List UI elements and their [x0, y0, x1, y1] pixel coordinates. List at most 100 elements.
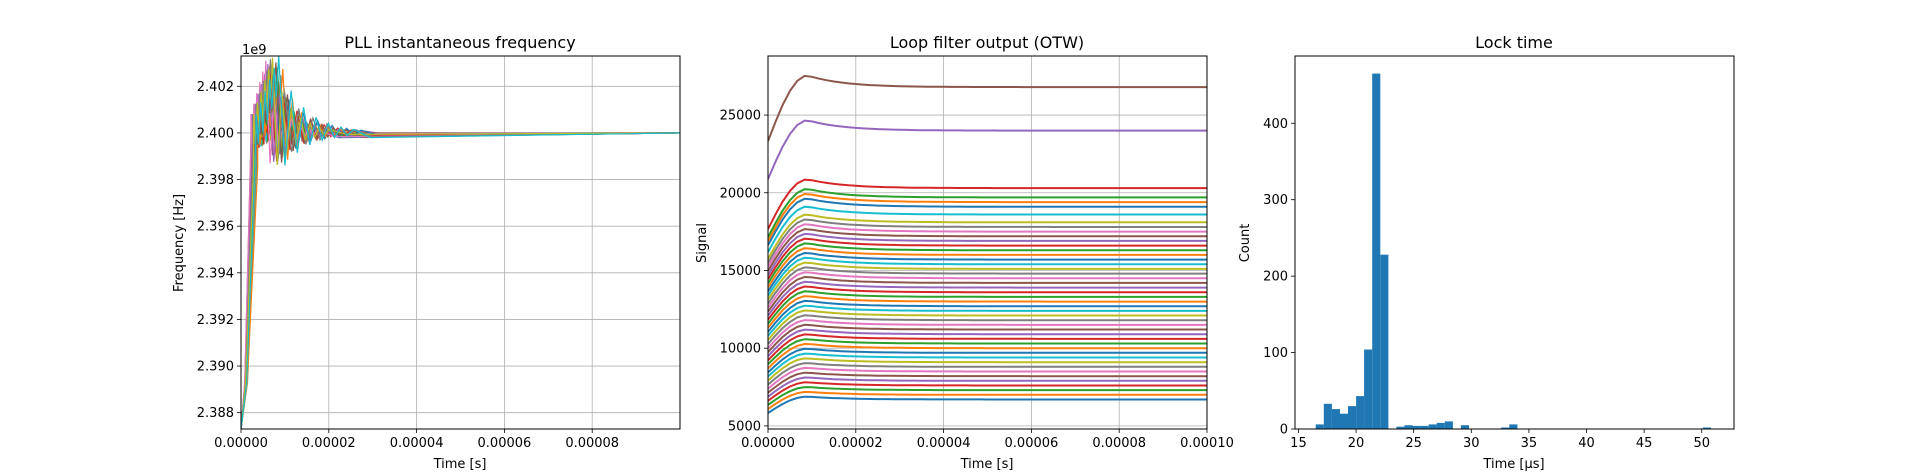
loop-filter-series-line	[768, 309, 1207, 341]
loop-filter-series-line	[768, 223, 1207, 268]
loop-filter-series-line	[768, 205, 1207, 253]
loop-filter-series-line	[768, 119, 1207, 180]
loop-filter-series-line	[768, 192, 1207, 242]
x-tick-label: 0.00010	[1180, 436, 1234, 451]
loop-filter-series-line	[768, 213, 1207, 260]
panel-frequency-ylabel: Frequency [Hz]	[172, 194, 187, 292]
panel-lock-time-bars	[1315, 73, 1711, 429]
loop-filter-series-line	[768, 366, 1207, 390]
x-tick-label: 40	[1578, 436, 1595, 451]
panel-frequency-offset-label: 1e9	[242, 43, 267, 58]
histogram-bar	[1364, 349, 1373, 429]
panel-frequency: PLL instantaneous frequency 1e9 Frequenc…	[172, 33, 681, 472]
x-tick-label: 0.00006	[478, 436, 532, 451]
y-tick-label: 2.394	[197, 266, 234, 281]
frequency-series-line	[241, 56, 680, 429]
panel-frequency-title: PLL instantaneous frequency	[344, 33, 575, 52]
panel-loop-filter: Loop filter output (OTW) Signal Time [s]…	[695, 33, 1234, 472]
loop-filter-series-line	[768, 266, 1207, 305]
x-tick-label: 20	[1348, 436, 1365, 451]
loop-filter-series-line	[768, 381, 1207, 402]
loop-filter-series-line	[768, 342, 1207, 370]
y-tick-label: 200	[1263, 270, 1288, 285]
x-tick-label: 50	[1693, 436, 1710, 451]
loop-filter-series-line	[768, 218, 1207, 264]
y-tick-label: 20000	[720, 186, 761, 201]
y-tick-label: 10000	[720, 342, 761, 357]
panel-lock-time-ticks: 15 20 25 30 35 40 45 50 0 100 200 300 400	[1263, 117, 1710, 451]
panel-loop-filter-xlabel: Time [s]	[960, 457, 1014, 472]
loop-filter-series-line	[768, 290, 1207, 325]
loop-filter-series-line	[768, 371, 1207, 394]
loop-filter-series-line	[768, 304, 1207, 337]
loop-filter-series-line	[768, 232, 1207, 276]
histogram-bar	[1404, 425, 1413, 429]
histogram-bar	[1356, 396, 1365, 429]
y-tick-label: 2.392	[197, 313, 234, 328]
panel-lock-time-frame	[1294, 55, 1735, 430]
loop-filter-series-line	[768, 242, 1207, 284]
histogram-bar	[1323, 403, 1332, 429]
x-tick-label: 0.00008	[565, 436, 619, 451]
panel-loop-filter-ylabel: Signal	[695, 223, 710, 263]
y-tick-label: 2.390	[197, 360, 234, 375]
loop-filter-series-line	[768, 390, 1207, 410]
histogram-bar	[1509, 424, 1518, 429]
panel-loop-filter-title: Loop filter output (OTW)	[890, 33, 1084, 52]
loop-filter-series-line	[768, 314, 1207, 345]
x-tick-label: 0.00004	[917, 436, 971, 451]
loop-filter-series-line	[768, 285, 1207, 321]
loop-filter-series-line	[768, 74, 1207, 142]
y-tick-label: 400	[1263, 117, 1288, 132]
histogram-bar	[1428, 424, 1437, 429]
x-tick-label: 35	[1521, 436, 1538, 451]
loop-filter-series-line	[768, 299, 1207, 333]
histogram-bar	[1348, 406, 1357, 429]
y-tick-label: 0	[1280, 423, 1288, 438]
loop-filter-series-line	[768, 280, 1207, 317]
x-tick-label: 0.00008	[1092, 436, 1146, 451]
panel-frequency-ticks: 0.00000 0.00002 0.00004 0.00006 0.00008 2.388…	[197, 80, 619, 451]
loop-filter-series-line	[768, 237, 1207, 280]
x-tick-label: 0.00006	[1005, 436, 1059, 451]
loop-filter-series-line	[768, 328, 1207, 357]
loop-filter-series-line	[768, 228, 1207, 272]
histogram-bar	[1380, 254, 1389, 429]
y-tick-label: 2.396	[197, 220, 234, 235]
panel-loop-filter-frame	[767, 55, 1208, 430]
y-tick-label: 100	[1263, 346, 1288, 361]
histogram-bar	[1331, 409, 1340, 429]
histogram-bar	[1412, 425, 1421, 429]
histogram-bar	[1315, 424, 1324, 429]
y-tick-label: 15000	[720, 264, 761, 279]
histogram-bar	[1702, 427, 1711, 429]
panel-lock-time-ylabel: Count	[1238, 224, 1253, 263]
y-tick-label: 300	[1263, 193, 1288, 208]
panel-frequency-xlabel: Time [s]	[433, 457, 487, 472]
loop-filter-series-line	[768, 251, 1207, 292]
loop-filter-series-line	[768, 247, 1207, 288]
loop-filter-series-line	[768, 295, 1207, 329]
x-tick-label: 0.00004	[390, 436, 444, 451]
loop-filter-series-line	[768, 275, 1207, 313]
loop-filter-series-line	[768, 347, 1207, 374]
x-tick-label: 0.00000	[741, 436, 795, 451]
x-tick-label: 0.00000	[214, 436, 268, 451]
histogram-bar	[1501, 427, 1510, 429]
histogram-bar	[1444, 421, 1453, 429]
y-tick-label: 2.398	[197, 173, 234, 188]
histogram-bar	[1460, 425, 1469, 429]
loop-filter-series-line	[768, 352, 1207, 378]
panel-loop-filter-ticks: 0.00000 0.00002 0.00004 0.00006 0.00008 0.000…	[720, 109, 1234, 451]
loop-filter-series-line	[768, 271, 1207, 309]
loop-filter-series-line	[768, 386, 1207, 406]
histogram-bar	[1396, 426, 1405, 429]
histogram-bar	[1420, 425, 1429, 429]
loop-filter-series-line	[768, 376, 1207, 398]
loop-filter-series-line	[768, 178, 1207, 230]
y-tick-label: 2.400	[197, 126, 234, 141]
y-tick-label: 2.388	[197, 406, 234, 421]
panel-frequency-series	[241, 56, 680, 429]
